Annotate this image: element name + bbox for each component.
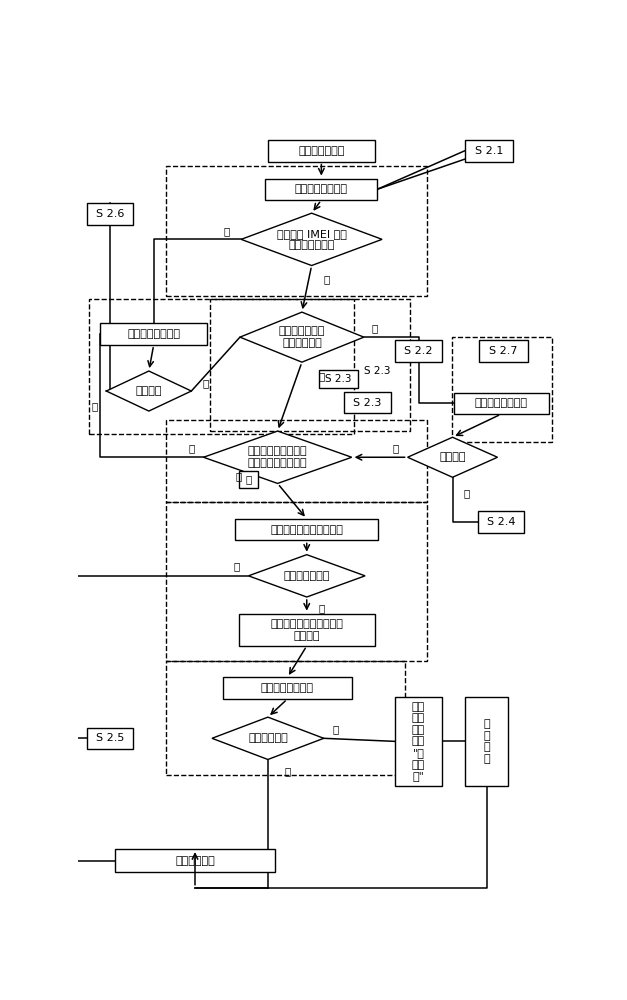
Text: 手机连接外接端口: 手机连接外接端口 [295,184,348,194]
Text: 反
馈
装
置: 反 馈 装 置 [483,719,490,764]
FancyBboxPatch shape [265,179,377,200]
FancyBboxPatch shape [396,340,441,362]
Text: 驾驶者通过手机启动车载
蓝牙模块: 驾驶者通过手机启动车载 蓝牙模块 [270,619,343,641]
FancyBboxPatch shape [87,728,133,749]
FancyBboxPatch shape [344,392,391,413]
FancyBboxPatch shape [268,140,375,162]
Polygon shape [248,555,365,597]
Text: 是: 是 [393,443,399,453]
FancyBboxPatch shape [100,323,207,345]
Text: 是: 是 [284,766,290,776]
FancyBboxPatch shape [478,511,524,533]
Polygon shape [408,437,497,477]
Text: S 2.4: S 2.4 [487,517,515,527]
Text: 否: 否 [188,443,194,453]
Text: S 2.2: S 2.2 [404,346,433,356]
Text: 是: 是 [323,274,329,284]
FancyBboxPatch shape [115,849,275,872]
FancyBboxPatch shape [465,140,514,162]
Text: S 2.1: S 2.1 [475,146,503,156]
Text: 否: 否 [223,227,229,237]
Text: S 2.5: S 2.5 [96,733,124,743]
FancyBboxPatch shape [454,393,549,414]
Text: S 2.3: S 2.3 [325,374,352,384]
Text: 否: 否 [91,401,97,411]
Text: S 2.7: S 2.7 [489,346,518,356]
Text: 手机启动密码界面: 手机启动密码界面 [127,329,180,339]
Text: 是: 是 [203,378,209,388]
Text: 手机号与预留手
机号是否相同: 手机号与预留手 机号是否相同 [279,326,325,348]
Text: 是: 是 [319,371,324,381]
Text: 车门是否锁紧: 车门是否锁紧 [248,733,288,743]
Polygon shape [212,717,324,759]
Polygon shape [107,371,191,411]
Text: 是: 是 [319,604,324,614]
Polygon shape [204,431,352,483]
Text: 验证手机 IMEI 编号
是否与预存相同: 验证手机 IMEI 编号 是否与预存相同 [277,229,347,250]
Text: 驾驶者进入车内: 驾驶者进入车内 [298,146,344,156]
Polygon shape [240,312,364,362]
Text: 手机提示打开手机主界面: 手机提示打开手机主界面 [270,525,343,535]
Text: 否: 否 [464,488,470,498]
Text: 启动模块锁死: 启动模块锁死 [175,856,215,866]
Text: 手机卡实名信息是否
与预存身份信息相同: 手机卡实名信息是否 与预存身份信息相同 [248,446,307,468]
Text: 验证通过: 验证通过 [440,452,466,462]
FancyBboxPatch shape [319,370,358,388]
FancyBboxPatch shape [479,340,528,362]
FancyBboxPatch shape [465,697,508,786]
Text: S 2.3: S 2.3 [353,398,382,408]
Text: 手机启动验证界面: 手机启动验证界面 [475,398,528,408]
FancyBboxPatch shape [239,471,258,488]
Text: 是: 是 [245,475,251,485]
FancyBboxPatch shape [223,677,352,699]
FancyBboxPatch shape [235,519,379,540]
Text: S 2.6: S 2.6 [96,209,124,219]
Text: 否: 否 [333,724,339,734]
FancyBboxPatch shape [396,697,441,786]
Text: 是: 是 [236,471,242,481]
Text: S 2.3: S 2.3 [364,366,391,376]
Text: 手机
报警
装置
提示
"锁
紧车
门": 手机 报警 装置 提示 "锁 紧车 门" [412,702,425,781]
Polygon shape [241,213,382,266]
FancyBboxPatch shape [239,614,375,646]
FancyBboxPatch shape [87,203,133,225]
Text: 是: 是 [371,323,377,333]
Text: 是否打开主界面: 是否打开主界面 [283,571,330,581]
Text: 密码正确: 密码正确 [135,386,162,396]
Text: 否: 否 [233,562,240,572]
Text: 启动模块启动汽车: 启动模块启动汽车 [261,683,314,693]
